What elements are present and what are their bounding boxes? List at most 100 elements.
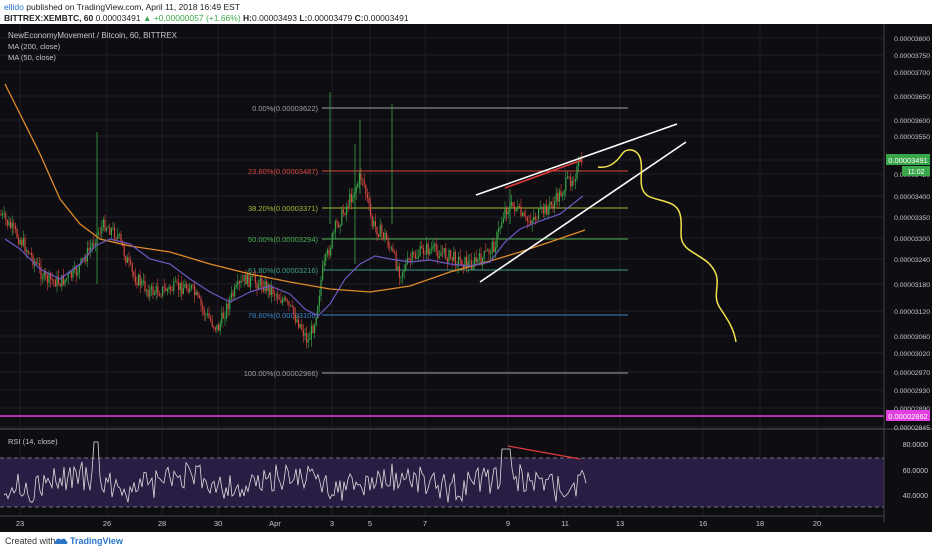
candle-body	[376, 226, 378, 235]
candle-body	[298, 319, 300, 328]
price-tick-label: 0.00003700	[894, 70, 930, 77]
candle-body	[294, 314, 296, 322]
candle-body	[469, 260, 471, 262]
candle-body	[562, 194, 564, 197]
price-tick-label: 0.00002930	[894, 388, 930, 395]
candle-body	[299, 324, 301, 328]
indicator-ma50[interactable]: MA (50, close)	[8, 53, 56, 62]
candle-body	[22, 238, 24, 246]
time-axis[interactable]: 23 26 28 30 Apr 3 5 7 9 11 13 16 18 20	[16, 519, 821, 528]
candle-body	[85, 257, 87, 262]
candle-body	[386, 233, 388, 240]
candle-body	[357, 183, 359, 188]
candle-body	[286, 300, 288, 302]
candle-body	[304, 333, 306, 336]
candle-body	[189, 288, 191, 293]
candle-body	[483, 250, 485, 258]
time-tick-label: 13	[616, 519, 624, 528]
indicator-ma200[interactable]: MA (200, close)	[8, 42, 61, 51]
candle-body	[411, 251, 413, 261]
candle-body	[146, 289, 148, 292]
fib-level-label: 61.80%(0.00003216)	[248, 266, 319, 275]
candle-body	[75, 267, 77, 276]
candle-body	[464, 256, 466, 268]
magenta-price-tag	[886, 410, 930, 421]
candle-body	[446, 258, 448, 262]
price-tick-label: 0.00003350	[894, 215, 930, 222]
author-link[interactable]: ellido	[4, 2, 24, 12]
candle-body	[312, 325, 314, 334]
candle-body	[69, 271, 71, 274]
candle-body	[269, 284, 271, 296]
candle-body	[315, 317, 317, 326]
candle-body	[200, 298, 202, 306]
candle-body	[219, 323, 221, 331]
candle-body	[122, 240, 124, 247]
rsi-tick-label: 40.0000	[903, 493, 928, 500]
candle-body	[277, 294, 279, 299]
candle-body	[480, 253, 482, 266]
rsi-title[interactable]: RSI (14, close)	[8, 437, 58, 446]
candle-body	[70, 271, 72, 278]
symbol: BITTREX:XEMBTC, 60	[4, 13, 94, 23]
candle-body	[467, 261, 469, 267]
candle-body	[470, 260, 472, 270]
candle-body	[46, 275, 48, 283]
candle-body	[432, 245, 434, 250]
candle-body	[278, 298, 280, 300]
candle-body	[226, 303, 228, 319]
candle-body	[142, 280, 144, 282]
candle-body	[546, 204, 548, 215]
candle-body	[557, 193, 559, 202]
candle-body	[149, 289, 151, 297]
candle-body	[566, 176, 568, 179]
candle-body	[525, 216, 527, 218]
tradingview-link[interactable]: TradingView	[70, 536, 123, 546]
candle-body	[187, 288, 189, 293]
candle-body	[162, 286, 164, 296]
candle-body	[392, 247, 394, 252]
candle-body	[120, 233, 122, 241]
chart-area[interactable]: 0.00%(0.00003622) 23.60%(0.00003487) 38.20…	[0, 24, 932, 532]
candle-body	[549, 201, 551, 208]
candle-body	[515, 209, 517, 211]
price-axis[interactable]: 0.00003800 0.00003750 0.00003700 0.00003650…	[894, 36, 930, 432]
time-tick-label: 28	[158, 519, 166, 528]
candles	[0, 92, 583, 349]
candle-body	[107, 227, 109, 229]
candle-body	[45, 271, 47, 276]
price-change: ▲ +0.00000057 (+1.66%)	[142, 13, 241, 23]
candle-body	[170, 286, 172, 290]
candle-body	[570, 177, 572, 187]
candle-body	[291, 305, 293, 307]
candle-body	[77, 272, 79, 276]
candle-body	[123, 246, 125, 257]
candle-body	[78, 264, 80, 273]
candle-body	[387, 239, 389, 248]
chart-title: NewEconomyMovement / Bitcoin, 60, BITTRE…	[8, 31, 178, 40]
price-tick-label: 0.00003550	[894, 134, 930, 141]
candle-body	[418, 255, 420, 258]
candle-body	[163, 286, 165, 288]
close-label: C:	[354, 13, 364, 23]
candle-body	[448, 250, 450, 262]
candle-body	[194, 285, 196, 296]
candle-body	[165, 287, 167, 292]
candle-body	[227, 303, 229, 310]
candle-body	[224, 318, 226, 319]
candle-body	[118, 233, 120, 235]
candle-body	[144, 280, 146, 292]
candle-body	[541, 207, 543, 208]
candle-body	[334, 221, 336, 232]
candle-body	[309, 339, 311, 341]
candle-body	[5, 213, 7, 221]
candle-body	[98, 232, 100, 234]
wedge-lower-line	[479, 141, 687, 283]
candle-body	[531, 220, 533, 224]
candle-body	[301, 324, 303, 330]
candle-body	[397, 266, 399, 270]
candle-body	[362, 179, 364, 180]
candle-body	[429, 249, 431, 255]
candle-body	[512, 201, 514, 207]
chart-svg[interactable]: 0.00%(0.00003622) 23.60%(0.00003487) 38.20…	[0, 24, 932, 532]
